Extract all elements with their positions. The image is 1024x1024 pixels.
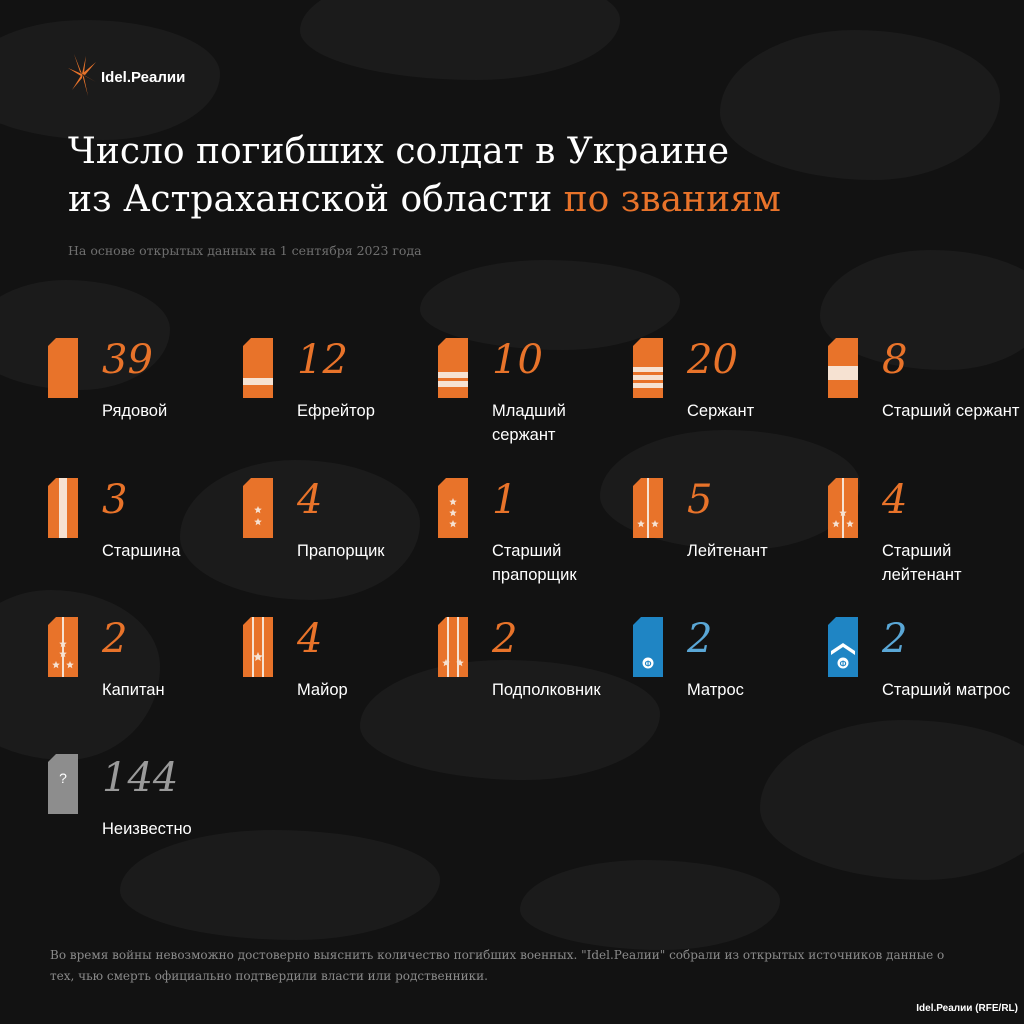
- shoulder-strap-icon: [828, 478, 858, 538]
- rank-count: 4: [882, 477, 908, 523]
- rank-count: 4: [297, 477, 323, 523]
- rank-count: 10: [492, 337, 543, 383]
- rank-item: 4 Прапорщик: [243, 478, 433, 598]
- rank-count: 39: [102, 337, 153, 383]
- title-line-2-plain: из Астраханской области: [68, 179, 564, 220]
- rank-count: 2: [102, 616, 128, 662]
- rank-label: Старший прапорщик: [492, 542, 577, 584]
- rank-count: 4: [297, 616, 323, 662]
- rank-label: Прапорщик: [297, 542, 385, 560]
- shoulder-strap-icon: [48, 617, 78, 677]
- rank-item: 4 Майор: [243, 617, 433, 737]
- rank-item: 39 Рядовой: [48, 338, 238, 458]
- rank-count: 2: [492, 616, 518, 662]
- rank-item: 8 Старший сержант: [828, 337, 1019, 458]
- rank-count: 3: [102, 477, 128, 523]
- rank-item: 20 Сержант: [633, 338, 823, 458]
- shoulder-strap-icon: [243, 617, 273, 677]
- rank-item: 12 Ефрейтор: [243, 338, 433, 458]
- page-title: Число погибших солдат в Украине из Астра…: [68, 128, 781, 224]
- shoulder-strap-icon: [633, 478, 663, 538]
- svg-text:Ф: Ф: [840, 660, 847, 669]
- rank-item: Ф 2 Старший матрос: [828, 617, 1018, 737]
- shoulder-strap-icon: Ф: [633, 617, 663, 677]
- rank-label: Рядовой: [102, 402, 168, 420]
- rank-count: 2: [687, 616, 713, 662]
- rank-count: 8: [882, 337, 908, 383]
- shoulder-strap-icon: [828, 338, 858, 398]
- rank-label: Ефрейтор: [297, 402, 375, 420]
- rank-label: Неизвестно: [102, 820, 192, 838]
- title-line-1: Число погибших солдат в Украине: [68, 131, 730, 172]
- shoulder-strap-icon: [243, 478, 273, 538]
- footnote: Во время войны невозможно достоверно выя…: [50, 948, 945, 983]
- title-line-2: из Астраханской области по званиям: [68, 176, 781, 224]
- rank-item: 2 Подполковник: [438, 617, 628, 737]
- rank-item: 4 Старший лейтенант: [828, 478, 1018, 598]
- rank-label: Лейтенант: [687, 542, 768, 560]
- rank-item: Ф 2 Матрос: [633, 617, 823, 737]
- shoulder-strap-icon: [438, 338, 468, 398]
- rank-label: Старшина: [102, 542, 181, 560]
- shoulder-strap-icon: Ф: [828, 617, 858, 677]
- shoulder-strap-icon: [438, 478, 468, 538]
- logo-text: Idel.Реалии: [101, 68, 186, 86]
- title-line-2-accent: по званиям: [563, 179, 781, 220]
- rank-count: 5: [687, 477, 713, 523]
- rank-item: 3 Старшина: [48, 478, 238, 598]
- rank-item: 1 Старший прапорщик: [438, 478, 628, 598]
- shoulder-strap-icon: [48, 338, 78, 398]
- page-subtitle: На основе открытых данных на 1 сентября …: [68, 243, 422, 258]
- shoulder-strap-icon: [243, 338, 273, 398]
- credit: Idel.Реалии (RFE/RL): [916, 1003, 1018, 1014]
- shoulder-strap-icon: [48, 478, 78, 538]
- rank-count: 2: [882, 616, 908, 662]
- brand-logo: Idel.Реалии: [68, 52, 185, 98]
- rank-count: 1: [492, 477, 518, 523]
- rank-count: 20: [687, 337, 738, 383]
- rank-label: Майор: [297, 681, 348, 699]
- shoulder-strap-icon: [633, 338, 663, 398]
- rank-item: 10 Младший сержант: [438, 338, 628, 458]
- sunburst-logo-icon: [68, 54, 96, 96]
- rank-label: Старший сержант: [882, 402, 1020, 420]
- rank-count: 12: [297, 337, 348, 383]
- shoulder-strap-icon: [438, 617, 468, 677]
- shoulder-strap-icon: ?: [48, 754, 78, 814]
- rank-count: 144: [102, 755, 179, 801]
- rank-label: Капитан: [102, 681, 165, 699]
- rank-label: Сержант: [687, 402, 755, 420]
- rank-label: Младший сержант: [492, 402, 566, 444]
- rank-label: Старший лейтенант: [882, 542, 962, 584]
- rank-label: Старший матрос: [882, 681, 1011, 699]
- rank-item: 2 Капитан: [48, 617, 238, 737]
- rank-item: ? 144 Неизвестно: [48, 754, 238, 876]
- svg-text:Ф: Ф: [645, 660, 652, 669]
- rank-label: Подполковник: [492, 681, 601, 699]
- svg-text:?: ?: [59, 770, 67, 786]
- rank-item: 5 Лейтенант: [633, 478, 823, 598]
- rank-label: Матрос: [687, 681, 744, 699]
